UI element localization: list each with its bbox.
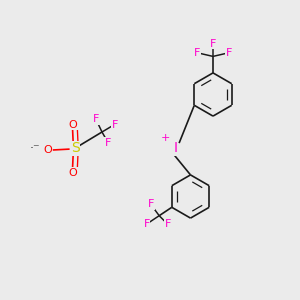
Text: F: F: [111, 119, 118, 130]
Text: F: F: [93, 114, 99, 124]
Text: F: F: [225, 48, 232, 58]
Text: O: O: [43, 145, 52, 155]
Text: F: F: [143, 219, 150, 229]
Text: S: S: [70, 142, 80, 155]
Text: +: +: [160, 133, 170, 143]
Text: F: F: [194, 48, 201, 58]
Text: O: O: [68, 119, 77, 130]
Text: ·⁻: ·⁻: [29, 142, 40, 155]
Text: I: I: [173, 142, 178, 155]
Text: O: O: [68, 167, 77, 178]
Text: F: F: [164, 219, 171, 229]
Text: F: F: [210, 39, 216, 49]
Text: F: F: [105, 137, 111, 148]
Text: F: F: [148, 199, 154, 209]
